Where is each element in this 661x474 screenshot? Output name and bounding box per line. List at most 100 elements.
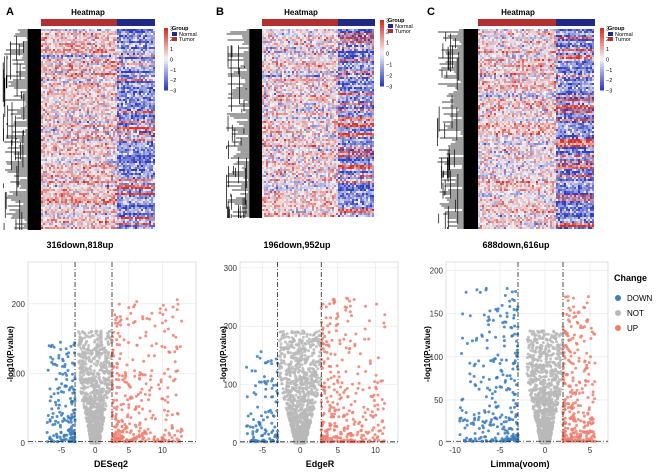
heatmap-cell bbox=[61, 191, 63, 193]
heatmap-cell bbox=[143, 135, 145, 137]
heatmap-cell bbox=[65, 159, 67, 161]
heatmap-cell bbox=[105, 175, 107, 177]
heatmap-cell bbox=[153, 35, 155, 37]
heatmap-cell bbox=[147, 105, 149, 107]
heatmap-cell bbox=[45, 179, 47, 181]
heatmap-cell bbox=[143, 99, 145, 101]
heatmap-cell bbox=[149, 51, 151, 53]
heatmap-cell bbox=[107, 75, 109, 77]
heatmap-cell bbox=[51, 95, 53, 97]
heatmap-cell bbox=[151, 131, 153, 133]
heatmap-cell bbox=[99, 129, 101, 131]
heatmap-cell bbox=[105, 69, 107, 71]
heatmap-cell bbox=[91, 85, 93, 87]
heatmap-cell bbox=[145, 79, 147, 81]
heatmap-cell bbox=[123, 175, 125, 177]
heatmap-cell bbox=[127, 175, 129, 177]
heatmap-cell bbox=[99, 147, 101, 149]
heatmap-cell bbox=[119, 87, 121, 89]
heatmap-cell bbox=[49, 171, 51, 173]
heatmap-cell bbox=[85, 43, 87, 45]
heatmap-cell bbox=[129, 95, 131, 97]
heatmap-cell bbox=[153, 59, 155, 61]
heatmap-cell bbox=[69, 119, 71, 121]
heatmap-cell bbox=[79, 35, 81, 37]
heatmap-cell bbox=[73, 123, 75, 125]
heatmap-cell bbox=[41, 189, 43, 191]
heatmap-cell bbox=[53, 157, 55, 159]
heatmap-cell bbox=[59, 39, 61, 41]
heatmap-cell bbox=[43, 51, 45, 53]
heatmap-cell bbox=[97, 65, 99, 67]
heatmap-cell bbox=[143, 115, 145, 117]
heatmap-cell bbox=[127, 55, 129, 57]
heatmap-cell bbox=[89, 49, 91, 51]
heatmap-cell bbox=[77, 79, 79, 81]
heatmap-cell bbox=[121, 193, 123, 195]
heatmap-cell bbox=[93, 187, 95, 189]
heatmap-cell bbox=[123, 49, 125, 51]
heatmap-cell bbox=[83, 175, 85, 177]
heatmap-cell bbox=[137, 145, 139, 147]
heatmap-cell bbox=[51, 93, 53, 95]
heatmap-cell bbox=[41, 191, 43, 193]
heatmap-cell bbox=[141, 143, 143, 145]
heatmap-cell bbox=[99, 183, 101, 185]
heatmap-cell bbox=[83, 185, 85, 187]
heatmap-cell bbox=[43, 91, 45, 93]
heatmap-cell bbox=[101, 195, 103, 197]
heatmap-cell bbox=[101, 129, 103, 131]
heatmap-cell bbox=[149, 45, 151, 47]
heatmap-cell bbox=[105, 107, 107, 109]
heatmap-cell bbox=[125, 37, 127, 39]
heatmap-cell bbox=[83, 51, 85, 53]
heatmap-cell bbox=[97, 87, 99, 89]
heatmap-cell bbox=[101, 103, 103, 105]
heatmap-cell bbox=[101, 141, 103, 143]
heatmap-cell bbox=[113, 59, 115, 61]
heatmap-cell bbox=[85, 99, 87, 101]
heatmap-cell bbox=[63, 31, 65, 33]
heatmap-cell bbox=[97, 115, 99, 117]
heatmap-cell bbox=[61, 67, 63, 69]
heatmap-cell bbox=[79, 141, 81, 143]
heatmap-cell bbox=[93, 141, 95, 143]
heatmap-cell bbox=[97, 47, 99, 49]
heatmap-cell bbox=[75, 175, 77, 177]
heatmap-cell bbox=[61, 89, 63, 91]
heatmap-cell bbox=[109, 137, 111, 139]
heatmap-title-b: Heatmap bbox=[284, 8, 318, 17]
heatmap-cell bbox=[151, 33, 153, 35]
heatmap-cell bbox=[115, 93, 117, 95]
heatmap-title-a: Heatmap bbox=[71, 8, 105, 17]
heatmap-cell bbox=[125, 91, 127, 93]
heatmap-cell bbox=[97, 159, 99, 161]
heatmap-cell bbox=[71, 91, 73, 93]
heatmap-cell bbox=[87, 179, 89, 181]
heatmap-cell bbox=[127, 99, 129, 101]
heatmap-cell bbox=[73, 181, 75, 183]
heatmap-cell bbox=[65, 101, 67, 103]
heatmap-cell bbox=[147, 121, 149, 123]
heatmap-cell bbox=[145, 77, 147, 79]
heatmap-cell bbox=[85, 57, 87, 59]
heatmap-cell bbox=[145, 101, 147, 103]
heatmap-cell bbox=[129, 33, 131, 35]
heatmap-cell bbox=[101, 53, 103, 55]
heatmap-cell bbox=[61, 83, 63, 85]
heatmap-cell bbox=[55, 131, 57, 133]
heatmap-cell bbox=[79, 157, 81, 159]
heatmap-cell bbox=[125, 175, 127, 177]
heatmap-cell bbox=[125, 143, 127, 145]
heatmap-cell bbox=[103, 137, 105, 139]
heatmap-cell bbox=[67, 175, 69, 177]
heatmap-cell bbox=[61, 141, 63, 143]
heatmap-cell bbox=[153, 133, 155, 135]
heatmap-cell bbox=[51, 91, 53, 93]
heatmap-cell bbox=[135, 127, 137, 129]
heatmap-cell bbox=[45, 121, 47, 123]
heatmap-cell bbox=[73, 97, 75, 99]
heatmap-cell bbox=[63, 139, 65, 141]
heatmap-cell bbox=[143, 73, 145, 75]
heatmap-cell bbox=[153, 81, 155, 83]
